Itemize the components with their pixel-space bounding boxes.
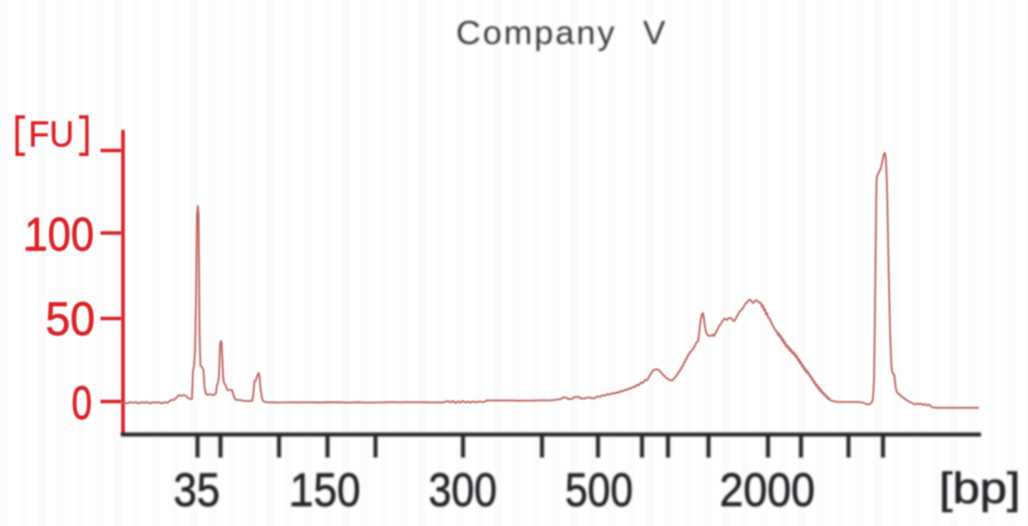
svg-text:V: V: [643, 15, 666, 52]
svg-text:300: 300: [429, 463, 498, 516]
svg-text:35: 35: [174, 463, 221, 516]
svg-text:150: 150: [290, 463, 361, 516]
svg-text:FU: FU: [29, 114, 75, 155]
svg-text:0: 0: [72, 376, 93, 429]
svg-text:500: 500: [565, 463, 633, 516]
svg-text:50: 50: [46, 292, 96, 345]
svg-text:2000: 2000: [720, 463, 816, 516]
svg-text:Company: Company: [456, 15, 617, 52]
svg-text:100: 100: [25, 208, 95, 261]
svg-text:[bp]: [bp]: [939, 464, 1021, 513]
